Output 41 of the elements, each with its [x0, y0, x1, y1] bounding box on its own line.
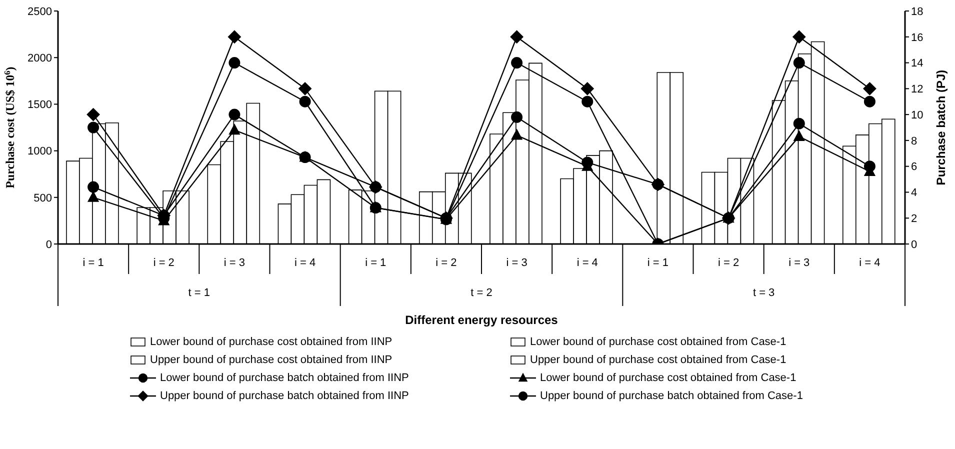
x-tick-label: i = 4 [294, 257, 316, 269]
x-axis-title: Different energy resources [405, 313, 558, 327]
legend-label: Lower bound of purchase batch obtained from IINP [160, 372, 409, 384]
x-tick-label: i = 4 [859, 257, 880, 269]
y-tick-label: 500 [34, 192, 52, 204]
y2-tick-label: 6 [911, 161, 918, 174]
x-tick-label: i = 3 [506, 257, 528, 269]
text: t = 2 [470, 287, 492, 299]
y2-tick-label: 4 [911, 187, 918, 200]
x-tick-label: i = 1 [82, 257, 104, 269]
y-tick-label: 2000 [28, 52, 52, 65]
text: t = 3 [752, 287, 775, 299]
legend-label: Upper bound of purchase batch obtained from IINP [160, 390, 409, 402]
legend-label: Upper bound of purchase cost obtained from IINP [150, 354, 392, 366]
legend-label: Lower bound of purchase cost obtained from Case-1 [530, 336, 786, 348]
x-tick-label: i = 1 [365, 257, 386, 269]
x-tick-label: i = 1 [647, 257, 669, 269]
y2-tick-label: 0 [911, 238, 918, 251]
y2-axis-title: Purchase batch (PJ) [934, 70, 948, 186]
y2-tick-label: 2 [911, 213, 918, 226]
x-tick-label: i = 2 [436, 257, 457, 269]
y2-tick-label: 16 [911, 32, 924, 44]
y2-tick-label: 12 [911, 84, 924, 96]
legend-label: Lower bound of purchase cost obtained from IINP [150, 336, 392, 348]
y-tick-label: 1000 [28, 146, 52, 158]
text: t = 1 [188, 287, 210, 299]
x-tick-label: i = 2 [718, 257, 740, 269]
x-tick-label: i = 3 [788, 257, 810, 269]
legend-label: Upper bound of purchase cost obtained from Case-1 [530, 354, 786, 366]
legend-label: Upper bound of purchase batch obtained from Case-1 [540, 390, 803, 402]
x-tick-label: i = 2 [153, 257, 174, 269]
y2-tick-label: 8 [911, 135, 918, 148]
x-tick-label: i = 3 [224, 257, 246, 269]
y-tick-label: 0 [46, 238, 52, 251]
y2-tick-label: 10 [911, 109, 924, 122]
x-tick-label: i = 4 [576, 257, 598, 269]
y-tick-label: 2500 [28, 6, 52, 18]
y2-tick-label: 14 [911, 58, 924, 70]
legend-label: Lower bound of purchase cost obtained from Case-1 [540, 372, 796, 384]
y-tick-label: 1500 [28, 99, 52, 112]
y2-tick-label: 18 [911, 6, 924, 18]
